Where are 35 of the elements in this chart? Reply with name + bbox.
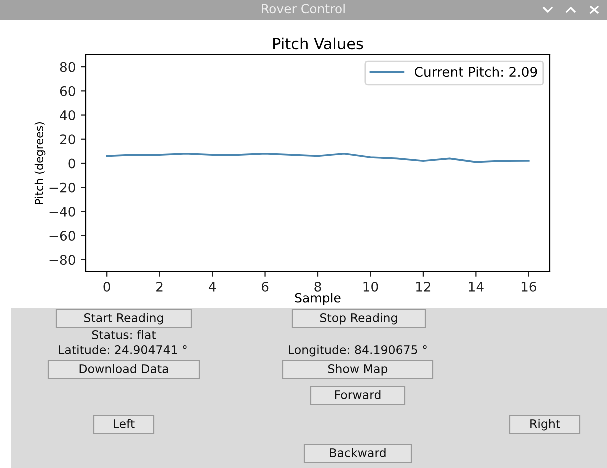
y-tick-label: −20 [50, 182, 76, 193]
x-tick-label: 12 [416, 282, 431, 292]
legend-label: Current Pitch: 2.09 [414, 66, 538, 78]
x-tick-label: 10 [364, 282, 378, 292]
text: Right [530, 419, 560, 431]
y-tick-label: 40 [60, 110, 76, 120]
text: Left [114, 419, 135, 428]
text: Status: flat [92, 330, 156, 340]
y-tick-label: 20 [60, 134, 76, 145]
x-tick-label: 14 [469, 282, 484, 292]
text: Longitude: 84.190675 ° [289, 345, 427, 357]
chart-title: Pitch Values [274, 38, 364, 50]
y-tick-label: −80 [50, 255, 76, 266]
y-axis-title: Pitch (degrees) [34, 122, 46, 204]
text: Stop Reading [320, 313, 398, 325]
text: Backward [330, 448, 386, 458]
y-tick-label: 0 [68, 158, 76, 169]
text: Show Map [328, 364, 388, 376]
text: Forward [335, 390, 381, 400]
y-tick-label: 60 [60, 86, 76, 96]
text: Start Reading [84, 313, 164, 325]
x-tick-label: 8 [314, 282, 322, 292]
x-tick-label: 16 [522, 282, 536, 292]
text: Download Data [80, 364, 168, 374]
y-tick-label: −40 [50, 206, 76, 217]
line-series [106, 152, 530, 164]
x-axis-title: Sample [295, 293, 341, 306]
x-tick-label: 2 [156, 282, 163, 292]
x-tick-label: 6 [262, 282, 269, 292]
y-tick-label: 80 [60, 62, 76, 72]
x-tick-label: 4 [208, 282, 216, 292]
x-tick-label: 0 [104, 282, 110, 292]
text: Latitude: 24.904741 ° [59, 345, 187, 354]
y-tick-label: −60 [50, 231, 76, 242]
text: Rover Control [262, 4, 345, 14]
